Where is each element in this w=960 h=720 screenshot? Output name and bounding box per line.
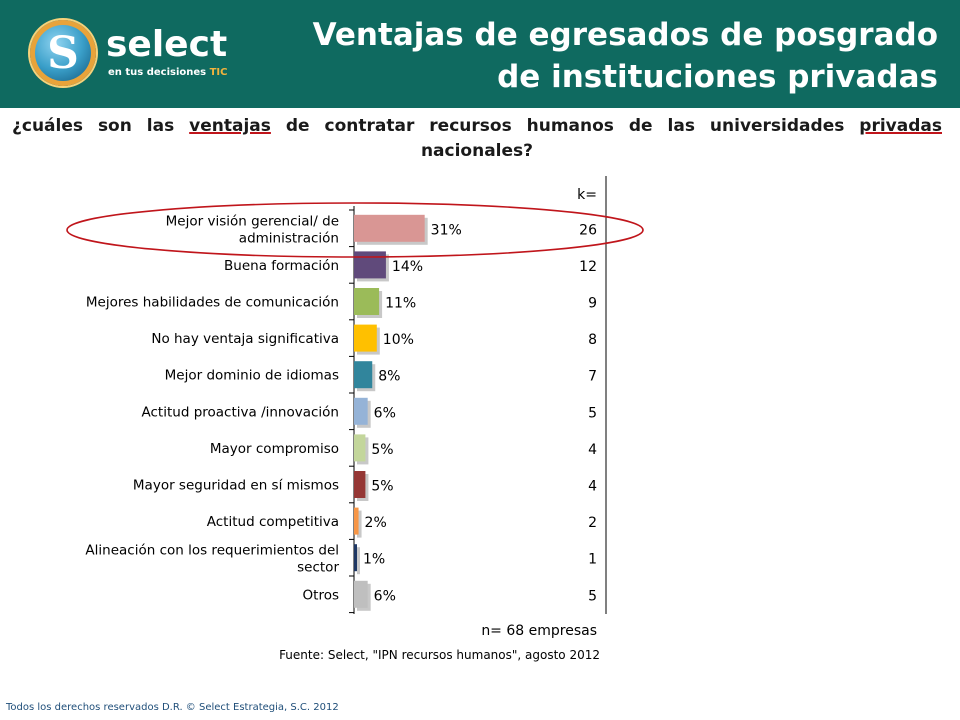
logo-wordmark: select [106, 24, 228, 65]
category-label: Buena formación [224, 258, 339, 274]
bar-value-label: 31% [431, 222, 462, 238]
category-label: Mayor seguridad en sí mismos [133, 478, 339, 494]
logo-tagline-accent: TIC [209, 67, 228, 78]
bar-value-label: 6% [374, 405, 396, 421]
category-label: Actitud proactiva /innovación [142, 404, 339, 420]
k-value-label: 4 [588, 442, 597, 458]
survey-question: ¿cuáles son las ventajas de contratar re… [12, 114, 942, 164]
bar-11 [354, 580, 368, 608]
sample-size-note: n= 68 empresas [481, 623, 597, 639]
highlight-ellipse [66, 202, 644, 258]
bar-value-label: 11% [385, 296, 416, 312]
k-value-label: 8 [588, 332, 597, 348]
bar-1 [354, 214, 425, 242]
bar-3 [354, 288, 380, 315]
bar-9 [354, 507, 359, 535]
bar-shadow [357, 547, 360, 575]
logo-letter: S [47, 27, 79, 79]
select-logo-icon: S [30, 20, 96, 86]
bar-8 [354, 471, 366, 498]
category-label: Actitud competitiva [207, 514, 339, 530]
bar-shadow [357, 510, 362, 538]
k-value-label: 1 [588, 552, 597, 568]
question-part-1: ¿cuáles son las [12, 116, 190, 136]
question-underlined-1: ventajas [189, 116, 271, 136]
category-label: Mayor compromiso [210, 441, 339, 457]
k-value-label: 5 [588, 588, 597, 604]
question-part-2: de contratar recursos humanos de las uni… [270, 116, 860, 136]
question-underlined-2: privadas [859, 116, 942, 136]
bar-4 [354, 324, 377, 352]
page-title: Ventajas de egresados de posgrado de ins… [218, 14, 938, 98]
bar-value-label: 5% [371, 479, 393, 495]
title-line-1: Ventajas de egresados de posgrado [312, 17, 938, 53]
source-note: Fuente: Select, "IPN recursos humanos", … [279, 648, 600, 662]
category-label: Alineación con los requerimientos del sec… [85, 543, 339, 576]
category-label: No hay ventaja significativa [151, 331, 339, 347]
bar-6 [354, 397, 368, 425]
k-value-label: 5 [588, 405, 597, 421]
k-value-label: 2 [588, 515, 597, 531]
bar-value-label: 2% [365, 515, 387, 531]
category-label: Mejor dominio de idiomas [165, 368, 339, 384]
bar-value-label: 6% [374, 588, 396, 604]
k-header-label: k= [577, 187, 597, 203]
bar-5 [354, 361, 373, 389]
header-banner: S select en tus decisiones TIC Ventajas … [0, 0, 960, 108]
k-value-label: 12 [579, 259, 597, 275]
k-value-label: 9 [588, 296, 597, 312]
category-label: Mejores habilidades de comunicación [86, 295, 339, 311]
bar-7 [354, 434, 366, 462]
logo-tagline: en tus decisiones TIC [108, 67, 228, 78]
bar-10 [354, 544, 357, 572]
bar-value-label: 8% [378, 369, 400, 385]
k-value-label: 26 [579, 222, 597, 238]
bar-value-label: 10% [383, 332, 414, 348]
bar-2 [354, 251, 386, 279]
category-label: Otros [303, 587, 339, 603]
category-label: Mejor visión gerencial/ de administración [166, 213, 339, 246]
k-value-label: 4 [588, 479, 597, 495]
logo-tagline-text: en tus decisiones [108, 67, 207, 78]
bar-value-label: 1% [363, 552, 385, 568]
bar-value-label: 5% [371, 442, 393, 458]
title-line-2: de instituciones privadas [497, 59, 938, 95]
k-value-label: 7 [588, 369, 597, 385]
question-part-3: nacionales? [420, 141, 534, 161]
bar-value-label: 14% [392, 259, 423, 275]
copyright-footer: Todos los derechos reservados D.R. © Sel… [6, 702, 339, 713]
